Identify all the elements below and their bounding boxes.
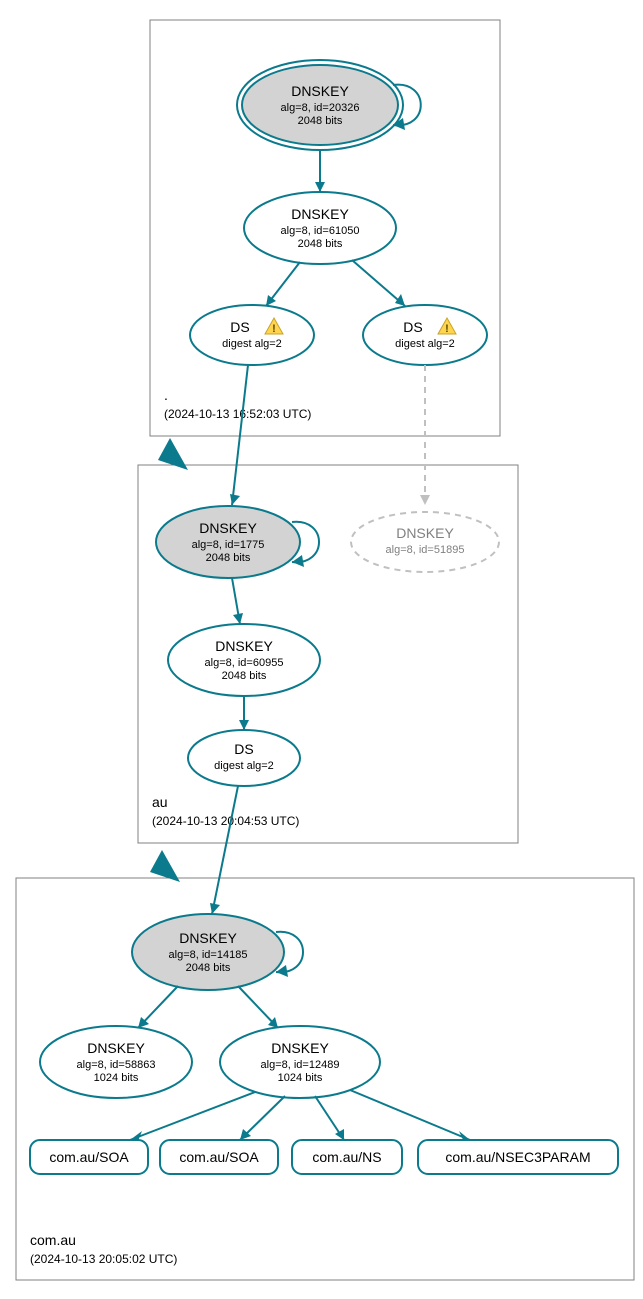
node-comau-zsk1: DNSKEY alg=8, id=58863 1024 bits [40, 1026, 192, 1098]
dnssec-diagram: . (2024-10-13 16:52:03 UTC) au (2024-10-… [0, 0, 643, 1299]
svg-text:DS: DS [230, 319, 249, 335]
svg-text:com.au/SOA: com.au/SOA [49, 1149, 129, 1165]
svg-text:1024 bits: 1024 bits [94, 1072, 139, 1084]
zone-timestamp-au: (2024-10-13 20:04:53 UTC) [152, 814, 299, 828]
svg-text:alg=8, id=14185: alg=8, id=14185 [169, 949, 248, 961]
svg-text:com.au/SOA: com.au/SOA [179, 1149, 259, 1165]
node-rr-soa1: com.au/SOA [30, 1140, 148, 1174]
node-root-zsk: DNSKEY alg=8, id=61050 2048 bits [244, 192, 396, 264]
svg-text:2048 bits: 2048 bits [222, 670, 267, 682]
svg-text:2048 bits: 2048 bits [206, 552, 251, 564]
svg-text:DNSKEY: DNSKEY [271, 1040, 329, 1056]
svg-text:!: ! [272, 323, 276, 335]
svg-text:DNSKEY: DNSKEY [291, 83, 349, 99]
svg-text:alg=8, id=60955: alg=8, id=60955 [205, 657, 284, 669]
svg-text:1024 bits: 1024 bits [278, 1072, 323, 1084]
svg-text:digest alg=2: digest alg=2 [214, 760, 274, 772]
zone-label-comau: com.au [30, 1232, 76, 1248]
node-rr-soa2: com.au/SOA [160, 1140, 278, 1174]
svg-text:DNSKEY: DNSKEY [396, 525, 454, 541]
zone-label-au: au [152, 794, 168, 810]
node-au-ghost: DNSKEY alg=8, id=51895 [351, 512, 499, 572]
node-comau-ksk: DNSKEY alg=8, id=14185 2048 bits [132, 914, 284, 990]
svg-text:DNSKEY: DNSKEY [179, 930, 237, 946]
zone-arrow-au-to-comau [150, 850, 180, 882]
svg-text:alg=8, id=1775: alg=8, id=1775 [192, 539, 265, 551]
node-rr-nsec3: com.au/NSEC3PARAM [418, 1140, 618, 1174]
svg-text:alg=8, id=12489: alg=8, id=12489 [261, 1059, 340, 1071]
zone-label-root: . [164, 387, 168, 403]
svg-text:alg=8, id=61050: alg=8, id=61050 [281, 225, 360, 237]
svg-text:DNSKEY: DNSKEY [87, 1040, 145, 1056]
svg-text:2048 bits: 2048 bits [186, 962, 231, 974]
svg-text:DS: DS [403, 319, 422, 335]
node-au-ds: DS digest alg=2 [188, 730, 300, 786]
zone-timestamp-comau: (2024-10-13 20:05:02 UTC) [30, 1252, 177, 1266]
svg-text:2048 bits: 2048 bits [298, 115, 343, 127]
node-comau-zsk2: DNSKEY alg=8, id=12489 1024 bits [220, 1026, 380, 1098]
node-au-ksk: DNSKEY alg=8, id=1775 2048 bits [156, 506, 300, 578]
svg-text:!: ! [445, 323, 449, 335]
svg-text:digest alg=2: digest alg=2 [222, 338, 282, 350]
svg-text:DNSKEY: DNSKEY [199, 520, 257, 536]
node-root-ds2: DS digest alg=2 ! [363, 305, 487, 365]
svg-text:DNSKEY: DNSKEY [291, 206, 349, 222]
svg-text:DNSKEY: DNSKEY [215, 638, 273, 654]
zone-timestamp-root: (2024-10-13 16:52:03 UTC) [164, 407, 311, 421]
svg-text:com.au/NSEC3PARAM: com.au/NSEC3PARAM [445, 1149, 590, 1165]
svg-text:alg=8, id=51895: alg=8, id=51895 [386, 544, 465, 556]
svg-text:2048 bits: 2048 bits [298, 238, 343, 250]
node-au-zsk: DNSKEY alg=8, id=60955 2048 bits [168, 624, 320, 696]
node-root-ksk: DNSKEY alg=8, id=20326 2048 bits [237, 60, 403, 150]
node-rr-ns: com.au/NS [292, 1140, 402, 1174]
svg-text:alg=8, id=58863: alg=8, id=58863 [77, 1059, 156, 1071]
svg-text:alg=8, id=20326: alg=8, id=20326 [281, 102, 360, 114]
svg-text:digest alg=2: digest alg=2 [395, 338, 455, 350]
svg-text:DS: DS [234, 741, 253, 757]
node-root-ds1: DS digest alg=2 ! [190, 305, 314, 365]
svg-text:com.au/NS: com.au/NS [312, 1149, 381, 1165]
